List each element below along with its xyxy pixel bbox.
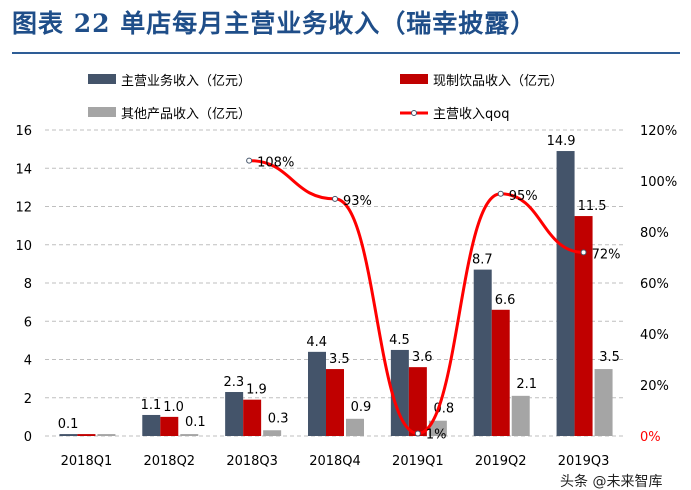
x-tick-label: 2019Q1 — [392, 454, 444, 469]
legend-label: 主营收入qoq — [433, 107, 509, 122]
y-tick-label: 16 — [15, 124, 32, 139]
qoq-point — [246, 157, 253, 164]
y-tick-label: 4 — [24, 354, 32, 369]
legend-label: 其他产品收入（亿元） — [121, 107, 251, 122]
y-tick-label: 14 — [15, 162, 32, 177]
bar — [243, 399, 262, 436]
qoq-label: 72% — [592, 247, 621, 262]
data-label: 6.6 — [495, 293, 516, 308]
y2-tick-label: 100% — [640, 175, 677, 190]
bar — [428, 420, 447, 436]
data-label: 14.9 — [547, 134, 576, 149]
qoq-point — [414, 430, 421, 437]
bar — [142, 414, 161, 436]
legend-swatch — [88, 107, 116, 117]
legend-label: 现制饮品收入（亿元） — [433, 74, 563, 89]
bar — [346, 418, 364, 436]
data-label: 4.5 — [389, 333, 410, 348]
bar — [97, 434, 116, 436]
data-label: 0.1 — [185, 415, 206, 430]
data-label: 1.0 — [163, 400, 184, 415]
qoq-label: 93% — [343, 194, 372, 209]
bar — [180, 434, 199, 436]
bar — [77, 434, 96, 436]
legend-label: 主营业务收入（亿元） — [121, 73, 251, 89]
data-label: 1.1 — [141, 398, 162, 413]
x-tick-label: 2018Q4 — [309, 454, 361, 469]
title-divider — [12, 52, 680, 54]
x-tick-label: 2018Q3 — [226, 454, 278, 469]
y2-tick-label: 80% — [640, 226, 669, 241]
y-tick-label: 10 — [15, 239, 32, 254]
bar — [594, 369, 613, 436]
x-tick-label: 2018Q2 — [143, 454, 195, 469]
legend-swatch — [400, 74, 428, 84]
y2-tick-label: 120% — [640, 124, 677, 139]
data-label: 0.1 — [58, 417, 79, 432]
qoq-label: 108% — [257, 156, 294, 171]
watermark: 头条 @未来智库 — [560, 473, 662, 490]
data-label: 2.3 — [223, 375, 244, 390]
bar — [408, 367, 427, 436]
data-label: 0.9 — [351, 400, 372, 415]
data-label: 4.4 — [306, 335, 327, 350]
x-tick-label: 2019Q3 — [558, 454, 610, 469]
bar — [160, 416, 179, 436]
bar — [491, 309, 510, 436]
qoq-label: 95% — [509, 189, 538, 204]
y2-tick-label: 60% — [640, 277, 669, 292]
bar — [326, 369, 344, 436]
x-tick-label: 2019Q2 — [475, 454, 527, 469]
y2-tick-label: 20% — [640, 379, 669, 394]
bar — [556, 151, 575, 436]
data-label: 3.5 — [599, 350, 620, 365]
bar — [511, 395, 530, 436]
data-label: 3.5 — [329, 352, 350, 367]
qoq-point — [497, 190, 504, 197]
y-tick-label: 6 — [24, 315, 32, 330]
y-tick-label: 8 — [24, 277, 32, 292]
data-label: 8.7 — [472, 253, 493, 268]
data-label: 3.6 — [412, 350, 433, 365]
data-label: 2.1 — [516, 377, 537, 392]
bar — [390, 349, 409, 436]
bar — [473, 269, 492, 436]
data-label: 1.9 — [246, 383, 267, 398]
bar — [308, 351, 326, 436]
y2-tick-label: 0% — [640, 430, 661, 445]
y2-tick-label: 40% — [640, 328, 669, 343]
y-tick-label: 0 — [24, 430, 32, 445]
x-tick-label: 2018Q1 — [61, 454, 113, 469]
y-tick-label: 12 — [15, 201, 32, 216]
qoq-point — [332, 195, 338, 202]
qoq-label: 1% — [426, 427, 447, 442]
y-tick-label: 2 — [24, 392, 32, 407]
legend-swatch — [88, 74, 116, 84]
chart-title: 图表 22 单店每月主营业务收入（瑞幸披露） — [12, 9, 537, 38]
bar — [225, 392, 244, 436]
bar — [59, 434, 78, 436]
qoq-point — [580, 249, 587, 256]
bar — [263, 430, 282, 436]
data-label: 11.5 — [578, 199, 607, 214]
legend-marker — [411, 110, 417, 116]
bar — [574, 216, 593, 436]
data-label: 0.3 — [268, 411, 289, 426]
